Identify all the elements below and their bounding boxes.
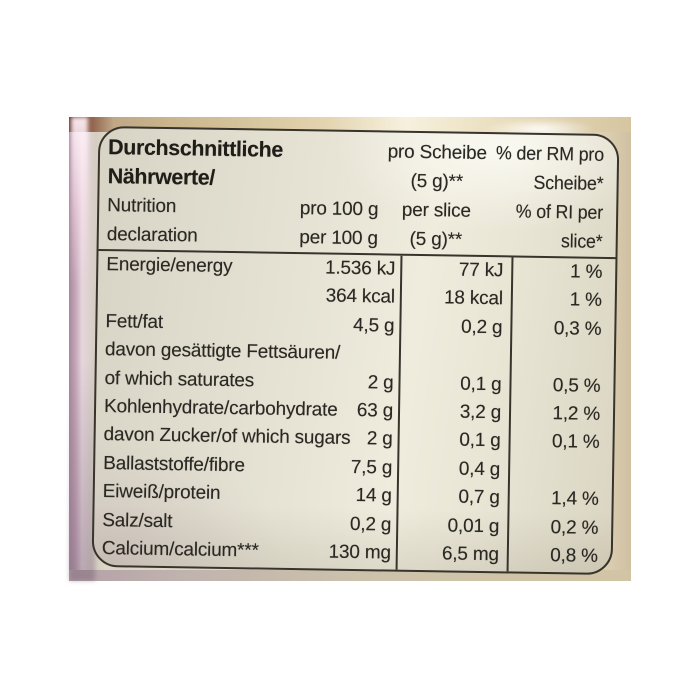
ri-percent-value [511, 343, 614, 373]
header-per-100g-line1: pro 100 g [299, 198, 379, 221]
ri-percent-value: 0,5 % [552, 374, 601, 397]
nutrient-label: Calcium/calcium*** [101, 538, 259, 562]
per-slice-value: 0,01 g [447, 515, 500, 537]
per-slice-value: 77 kJ [458, 259, 504, 282]
header-percent-ri-line3: % of RI per [515, 201, 604, 224]
header-percent-ri-line4: slice* [561, 231, 603, 253]
header-per-100g-line2: per 100 g [299, 227, 378, 250]
nutrient-label: Fett/fat [105, 310, 164, 333]
ri-percent-value [509, 456, 612, 486]
header-title-en-line2: declaration [106, 224, 198, 247]
header-per-slice-line1: pro Scheibe [387, 141, 488, 165]
ri-percent-value: 0,2 % [550, 516, 599, 539]
per-100g-value: 2 g [367, 371, 394, 394]
per-slice-value: 0,1 g [460, 373, 502, 395]
per-slice-value [400, 341, 511, 371]
ri-percent-value: 0,3 % [553, 317, 602, 340]
header-per-slice-column: pro Scheibe (5 g)** per slice (5 g)** [384, 137, 490, 255]
header-title-de-line2: Nährwerte/ [107, 164, 216, 190]
per-slice-value: 3,2 g [459, 401, 502, 424]
header-percent-ri-line2: Scheibe* [533, 172, 604, 195]
per-100g-value: 4,5 g [352, 314, 395, 337]
per-100g-value: 1.536 kJ [324, 257, 396, 280]
per-100g-value: 14 g [355, 485, 392, 507]
per-slice-value: 18 kcal [443, 287, 503, 310]
per-100g-value: 0,2 g [349, 513, 392, 536]
ri-percent-value: 1 % [569, 289, 602, 312]
header-title-de-line1: Durchschnittliche [107, 135, 284, 162]
ri-percent-value: 1,4 % [550, 488, 599, 511]
header-per-slice-line4: (5 g)** [409, 228, 463, 251]
nutrient-label: davon Zucker/of which sugars [103, 424, 351, 450]
nutrient-label: Ballaststoffe/fibre [103, 452, 245, 477]
ri-percent-value: 0,1 % [551, 431, 600, 454]
nutrient-label: Salz/salt [102, 509, 173, 532]
per-100g-value: 130 mg [328, 541, 391, 564]
ri-percent-value: 0,8 % [550, 545, 598, 567]
header-percent-ri-line1: % der RM pro [496, 143, 605, 166]
per-100g-value: 7,5 g [350, 456, 393, 479]
per-slice-value: 0,7 g [458, 486, 500, 509]
per-100g-value: 63 g [356, 400, 394, 422]
nutrient-label: Energie/energy [106, 254, 233, 278]
nutrient-label: davon gesättigte Fettsäuren/ [104, 339, 341, 364]
header-percent-ri-column: % der RM pro Scheibe* % of RI per slice* [488, 139, 618, 257]
per-100g-value: 2 g [366, 428, 393, 451]
table-body: Energie/energy 1.536 kJ 77 kJ 1 % 364 kcal 18… [94, 251, 616, 572]
nutrition-table: Durchschnittliche Nährwerte/ Nutrition p… [91, 125, 620, 576]
ri-percent-value: 1,2 % [552, 403, 601, 425]
per-100g-value: 364 kcal [325, 285, 396, 309]
nutrient-label: Kohlenhydrate/carbohydrate [103, 396, 338, 421]
package-left-highlight [71, 117, 88, 287]
per-slice-value: 0,4 g [458, 458, 501, 481]
package-photo: Durchschnittliche Nährwerte/ Nutrition p… [69, 115, 631, 581]
ri-percent-value: 1 % [569, 261, 603, 283]
nutrient-label: of which saturates [104, 367, 255, 392]
header-title-en-line1: Nutrition [107, 195, 177, 218]
table-header: Durchschnittliche Nährwerte/ Nutrition p… [99, 128, 618, 257]
package-left-shadow [69, 361, 95, 581]
package-bottom-edge [69, 570, 631, 581]
per-slice-value: 0,2 g [460, 316, 503, 339]
nutrient-label: Eiweiß/protein [102, 481, 221, 505]
header-per-slice-line3: per slice [401, 199, 471, 222]
per-slice-value: 0,1 g [459, 430, 501, 452]
per-slice-value: 6,5 mg [441, 543, 499, 566]
header-title-column: Durchschnittliche Nährwerte/ Nutrition p… [99, 133, 386, 253]
header-per-slice-line2: (5 g)** [410, 170, 464, 193]
